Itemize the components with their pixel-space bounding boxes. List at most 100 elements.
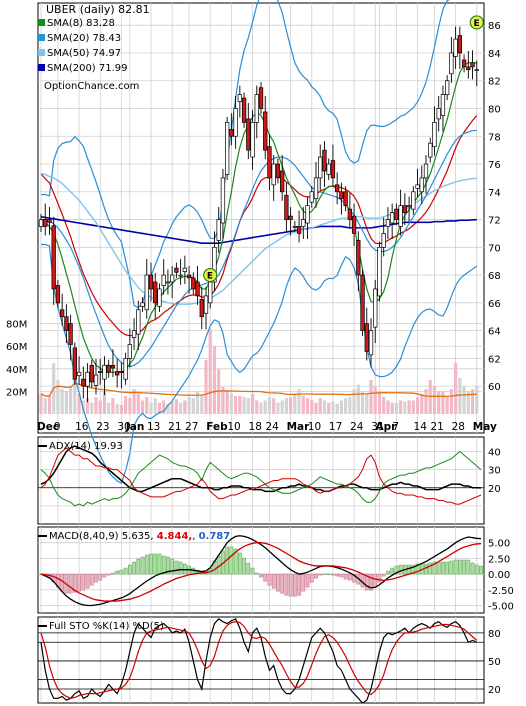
candle-down — [267, 146, 272, 179]
macd-histogram-bar — [474, 564, 479, 575]
volume-bar — [166, 403, 170, 414]
macd-histogram-bar — [254, 572, 259, 575]
macd-histogram-bar — [347, 573, 352, 581]
macd-panel: 5.00 2.50 0.00 -2.50 -5.00 — [38, 535, 514, 612]
volume-bar — [124, 395, 128, 414]
volume-bar — [327, 402, 331, 414]
candle-up — [318, 156, 323, 179]
volume-bar — [344, 398, 348, 414]
volume-bar — [470, 389, 475, 414]
candle-down — [81, 378, 86, 387]
candle-up — [373, 288, 378, 328]
volume-bar — [420, 393, 424, 414]
macd-histogram-bar — [149, 553, 153, 575]
ma-line-SMA20 — [41, 129, 477, 368]
earnings-marker-label: E — [207, 272, 213, 282]
macd-tick-label: -5.00 — [488, 601, 514, 612]
x-tick-label: 30 — [117, 421, 130, 433]
macd-histogram-bar — [466, 559, 471, 575]
candle-up — [377, 246, 382, 297]
macd-histogram-bar — [271, 573, 276, 589]
candle-down — [174, 267, 179, 273]
macd-histogram-bar — [161, 555, 166, 575]
macd-histogram-bar — [250, 567, 255, 575]
bollinger-lower — [41, 243, 478, 485]
macd-histogram-bar — [89, 573, 94, 586]
volume-bar — [242, 397, 246, 414]
candle-up — [144, 274, 149, 311]
volume-bar — [246, 398, 250, 414]
volume-bar — [424, 389, 428, 414]
candle-up — [406, 205, 412, 208]
volume-bar — [335, 403, 339, 414]
macd-histogram-bar — [322, 573, 327, 575]
volume-bar — [263, 400, 267, 414]
candle-up — [398, 205, 403, 227]
volume-bar — [411, 400, 415, 414]
macd-histogram-bar — [170, 558, 175, 575]
macd-histogram-bar — [233, 548, 238, 575]
volume-bar — [162, 400, 166, 414]
legend-swatch-sma200 — [38, 64, 45, 71]
volume-bar — [153, 398, 157, 414]
volume-bar — [352, 389, 356, 414]
macd-tick-label: 0.00 — [488, 570, 510, 581]
macd-histogram-bar — [305, 573, 310, 588]
candle-up — [170, 274, 175, 283]
macd-tick-label: 5.00 — [488, 539, 510, 550]
volume-bar — [208, 329, 212, 414]
candle-down — [47, 219, 52, 223]
candle-up — [157, 288, 162, 307]
candle-up — [136, 309, 141, 335]
x-tick-label: Apr — [375, 421, 397, 433]
candle-down — [466, 66, 471, 70]
adx-line-ADX — [40, 445, 482, 493]
volume-bar — [238, 395, 242, 414]
volume-bar — [77, 393, 81, 414]
x-tick-label: 24 — [265, 421, 279, 433]
candle-down — [347, 208, 352, 220]
candle-down — [356, 240, 361, 276]
macd-histogram-bar — [441, 561, 445, 575]
volume-bar — [107, 402, 111, 414]
volume-bar — [200, 394, 204, 414]
macd-histogram-bar — [174, 560, 179, 575]
macd-histogram-bar — [424, 563, 428, 575]
volume-bar — [322, 400, 327, 414]
volume-bar — [229, 393, 233, 414]
macd-tick-label: -2.50 — [488, 586, 514, 597]
volume-bar — [187, 397, 191, 414]
volume-bar — [399, 400, 403, 414]
macd-histogram-bar — [394, 565, 399, 575]
macd-histogram-bar — [242, 557, 246, 575]
candle-up — [233, 108, 238, 137]
sto-header: Full STO %K(14) %D(5) — [38, 621, 164, 632]
macd-histogram-bar — [68, 573, 73, 594]
price-tick-label: 74 — [488, 188, 501, 199]
volume-bar — [149, 402, 153, 414]
volume-tick-label: 40M — [6, 365, 27, 376]
volume-bar — [390, 402, 394, 414]
volume-bar — [191, 398, 195, 414]
candle-down — [72, 347, 77, 380]
x-tick-label: 10 — [227, 421, 240, 433]
volume-bar — [157, 402, 162, 414]
macd-histogram-bar — [72, 573, 77, 593]
candle-down — [275, 163, 281, 179]
volume-bar — [377, 391, 382, 414]
candle-down — [191, 277, 196, 290]
x-tick-label: Dec — [37, 421, 59, 433]
macd-histogram-bar — [407, 564, 411, 575]
price-tick-label: 82 — [488, 77, 501, 88]
macd-histogram-bar — [432, 561, 437, 575]
legend-swatch-sma50 — [38, 49, 45, 56]
candle-down — [60, 309, 65, 318]
candle-down — [351, 215, 357, 234]
candle-up — [445, 80, 450, 95]
volume-bar — [119, 404, 123, 414]
price-tick-label: 60 — [488, 382, 501, 393]
candle-up — [161, 274, 166, 286]
volume-bar — [60, 389, 64, 414]
candle-up — [419, 177, 424, 193]
